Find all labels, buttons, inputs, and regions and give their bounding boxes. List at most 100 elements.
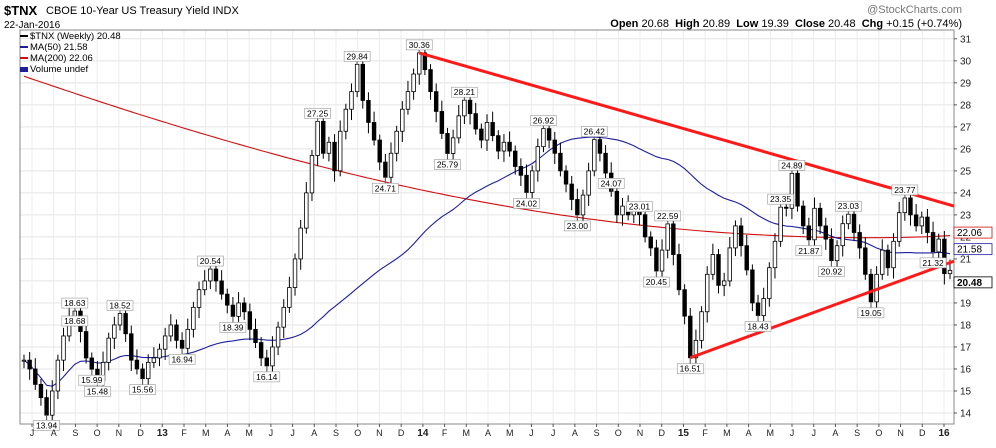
bar-body-down (433, 91, 439, 112)
x-tick-label: 15 (678, 428, 690, 439)
bar-body-down (490, 122, 495, 137)
bar-body-down (817, 207, 823, 227)
annotation-label: 23.77 (894, 185, 916, 195)
annotation-label: 23.03 (838, 201, 860, 211)
chart-date: 22-Jan-2016 (4, 20, 61, 31)
ohlc-bar (738, 217, 744, 257)
ohlc-bar (750, 264, 755, 312)
x-tick-label: S (594, 428, 600, 438)
bar-body-up (337, 130, 343, 172)
ohlc-bar (823, 217, 828, 250)
legend-item-ma200[interactable]: MA(200) 22.06 (20, 53, 93, 64)
annotation-label: 18.43 (747, 321, 769, 331)
brand-label[interactable]: @StockCharts.com (867, 4, 962, 16)
bar-body-down (518, 166, 524, 176)
bar-body-up (586, 170, 591, 196)
bar-body-down (513, 150, 518, 167)
ticker-symbol: $TNX (4, 3, 38, 18)
annotation-box (744, 321, 772, 332)
bar-body-up (112, 324, 117, 339)
x-tick-label: F (442, 428, 448, 438)
close-label: Close (795, 18, 825, 30)
bar-body-down (563, 170, 569, 185)
annotation-box (513, 198, 540, 209)
ohlc-bar (693, 329, 699, 364)
bar-body-down (89, 357, 94, 370)
bar-body-down (738, 225, 744, 247)
annotation-label: 18.63 (64, 298, 86, 308)
bar-body-down (885, 249, 891, 269)
ohlc-bar (710, 243, 716, 280)
bar-body-up (354, 63, 360, 93)
annotation-label: 15.48 (87, 386, 109, 396)
bar-body-up (778, 206, 783, 242)
ohlc-bar (721, 272, 727, 297)
ohlc-bar (38, 378, 44, 406)
ohlc-bar (388, 142, 394, 183)
ohlc-bar (21, 354, 27, 369)
bar-body-up (287, 287, 292, 308)
x-tick-label: N (897, 428, 904, 438)
x-tick-label: S (854, 428, 860, 438)
bar-body-up (185, 328, 190, 349)
ohlc-bars (21, 42, 953, 426)
value-annotation: 13.94 (33, 414, 60, 431)
annotation-label: 15.56 (132, 385, 154, 395)
bar-body-down (230, 304, 236, 317)
annotation-label: 18.39 (222, 322, 244, 332)
legend-item-ma50[interactable]: MA(50) 21.58 (20, 42, 88, 53)
bar-body-up (501, 141, 507, 152)
annotation-box (129, 384, 156, 395)
value-annotation: 23.03 (835, 200, 862, 215)
high-value: 20.89 (702, 18, 731, 30)
ohlc-bar (546, 123, 552, 149)
ohlc-bar (202, 270, 207, 296)
x-tick-label: O (615, 428, 622, 438)
ohlc-bar (896, 201, 902, 247)
bar-body-up (236, 302, 241, 317)
annotation-label: 23.01 (629, 202, 651, 212)
price-label-text: 21.58 (957, 245, 982, 256)
annotation-box (795, 245, 823, 257)
bar-body-down (44, 397, 49, 416)
y-tick-label: 27 (960, 122, 972, 133)
bar-body-up (834, 245, 840, 262)
ohlc-bar (682, 284, 687, 325)
bar-body-up (405, 91, 411, 110)
bar-body-down (552, 139, 557, 154)
x-tick-label: N (116, 428, 123, 438)
value-annotation: 26.42 (580, 126, 608, 140)
y-tick-label: 19 (960, 298, 972, 309)
annotation-box (580, 126, 608, 137)
value-annotation: 18.63 (61, 297, 89, 312)
annotation-box (451, 86, 478, 98)
bar-body-down (614, 190, 620, 216)
ma50-layer (23, 136, 951, 387)
bar-body-up (117, 313, 123, 326)
bar-body-up (761, 298, 766, 316)
bar-body-down (558, 152, 563, 172)
legend-item-price[interactable]: $TNX (Weekly) 20.48 (20, 31, 121, 42)
ohlc-bar (659, 239, 665, 277)
bar-body-up (767, 267, 772, 299)
x-tick-label: F (702, 428, 708, 438)
ohlc-bar (829, 228, 834, 267)
legend-item-volume[interactable]: Volume undef (20, 64, 88, 75)
value-annotation: 22.59 (654, 210, 681, 224)
y-tick-label: 25 (960, 166, 972, 177)
value-annotation: 18.43 (744, 315, 772, 332)
bar-body-up (292, 258, 298, 288)
value-annotation: 18.68 (61, 309, 89, 327)
bar-body-down (524, 174, 529, 193)
bar-body-up (902, 197, 908, 214)
annotation-label: 20.92 (821, 267, 843, 277)
ohlc-bar (586, 162, 591, 206)
bar-body-down (439, 111, 445, 134)
low-value: 19.39 (761, 18, 789, 30)
x-tick-label: J (551, 428, 556, 438)
ohlc-bar (168, 314, 174, 342)
value-annotation: 18.39 (219, 316, 247, 333)
annotation-label: 19.05 (860, 308, 882, 318)
ohlc-bar (580, 189, 586, 224)
x-tick-label: M (767, 428, 775, 438)
